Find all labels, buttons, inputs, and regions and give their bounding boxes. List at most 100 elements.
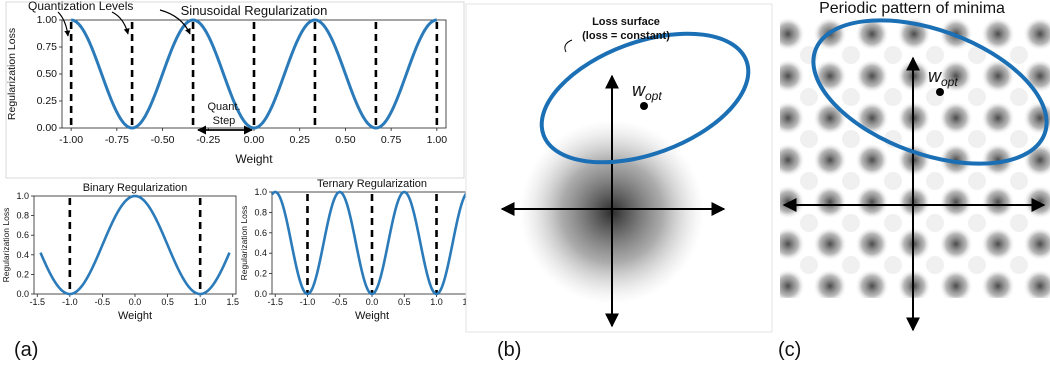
saddle-region — [968, 256, 986, 274]
saddle-region — [800, 214, 818, 232]
saddle-region — [800, 256, 818, 274]
saddle-region — [968, 130, 986, 148]
minimum-blob — [932, 304, 980, 352]
minimum-blob — [847, 261, 897, 298]
panel-label-b: (b) — [497, 339, 521, 361]
saddle-region — [1010, 88, 1028, 106]
saddle-region — [842, 88, 860, 106]
minimum-blob — [780, 93, 813, 143]
saddle-region — [800, 172, 818, 190]
minima-grid — [780, 18, 1050, 352]
minimum-blob — [973, 219, 1023, 269]
saddle-region — [800, 130, 818, 148]
y-tick-label: 0.0 — [254, 289, 267, 299]
saddle-region — [926, 298, 944, 316]
x-tick-label: 1.5 — [226, 297, 239, 307]
x-tick-label: 0.75 — [381, 134, 402, 146]
y-tick-label: 0.25 — [37, 95, 58, 107]
minimum-blob — [805, 135, 855, 185]
chart-title: Sinusoidal Regularization — [181, 3, 328, 18]
minimum-blob — [1016, 304, 1050, 352]
y-axis-label: Regularization Loss — [1, 208, 11, 283]
minimum-blob — [931, 135, 981, 185]
y-tick-label: 0.4 — [16, 250, 29, 260]
saddle-region — [884, 46, 902, 64]
regularization-curve — [270, 190, 474, 296]
saddle-region — [884, 88, 902, 106]
minimum-blob — [805, 51, 855, 101]
saddle-region — [968, 214, 986, 232]
x-tick-label: 0.00 — [244, 134, 265, 146]
saddle-region — [926, 256, 944, 274]
x-axis-label: Weight — [355, 310, 389, 322]
saddle-region — [926, 130, 944, 148]
y-tick-label: 0.4 — [254, 248, 267, 258]
x-tick-label: -0.5 — [332, 297, 348, 307]
saddle-region — [968, 172, 986, 190]
callout-leader — [564, 39, 573, 53]
saddle-region — [1010, 298, 1028, 316]
minimum-blob — [847, 135, 897, 185]
quantization-levels-arrows — [57, 9, 191, 37]
minimum-blob — [973, 18, 1023, 59]
saddle-region — [842, 298, 860, 316]
minimum-blob — [973, 93, 1023, 143]
minimum-blob — [806, 304, 854, 352]
y-tick-label: 0.50 — [37, 68, 58, 80]
saddle-region — [1010, 130, 1028, 148]
minimum-blob — [780, 51, 813, 101]
minimum-blob — [780, 135, 813, 185]
y-tick-label: 0.2 — [16, 269, 29, 279]
chart-title: Binary Regularization — [83, 182, 188, 194]
levels-arrow-3 — [159, 9, 191, 35]
y-tick-label: 1.0 — [254, 187, 267, 197]
minimum-blob — [805, 219, 855, 269]
regularization-curve — [39, 194, 231, 296]
panel-label-c: (c) — [778, 339, 801, 361]
y-axis-label: Regularization Loss — [239, 206, 249, 281]
saddle-region — [842, 46, 860, 64]
y-tick-label: 0.00 — [37, 122, 58, 134]
minimum-blob — [973, 135, 1023, 185]
quant-step-label-line1: Quant. — [207, 101, 240, 113]
saddle-region — [1010, 46, 1028, 64]
y-tick-label: 1.0 — [16, 191, 29, 201]
saddle-region — [926, 172, 944, 190]
y-tick-label: 1.00 — [37, 14, 58, 26]
x-tick-label: 0.5 — [161, 297, 174, 307]
chart-title: Ternary Regularization — [317, 178, 427, 190]
x-tick-label: 0.25 — [289, 134, 310, 146]
panel-c-title: Periodic pattern of minima — [819, 0, 1005, 17]
x-tick-label: -1.5 — [30, 297, 46, 307]
saddle-region — [842, 256, 860, 274]
saddle-region — [968, 88, 986, 106]
saddle-region — [1010, 172, 1028, 190]
saddle-region — [926, 46, 944, 64]
x-tick-label: -1.00 — [59, 134, 83, 146]
x-axis-label: Weight — [235, 152, 273, 166]
y-tick-label: 0.75 — [37, 41, 58, 53]
minimum-blob — [780, 219, 813, 269]
x-tick-label: 0.5 — [398, 297, 411, 307]
y-tick-label: 0.8 — [16, 211, 29, 221]
x-tick-label: -0.50 — [151, 134, 175, 146]
sinusoidal-chart: Sinusoidal Regularization -1.00 -0.75 -0.50… — [6, 3, 447, 166]
quant-step-label-line2: Step — [213, 115, 236, 127]
minimum-blob — [847, 51, 897, 101]
w-opt-label-c: wopt — [928, 66, 958, 89]
x-axis-label: Weight — [118, 310, 152, 322]
saddle-region — [800, 88, 818, 106]
saddle-region — [842, 214, 860, 232]
minimum-blob — [780, 261, 813, 298]
x-tick-label: -0.5 — [95, 297, 111, 307]
w-opt-label-b: wopt — [632, 80, 662, 103]
w-opt-point — [640, 102, 648, 110]
minimum-blob — [847, 219, 897, 269]
x-tick-label: 1.0 — [430, 297, 443, 307]
saddle-region — [884, 172, 902, 190]
saddle-region — [926, 214, 944, 232]
saddle-region — [842, 130, 860, 148]
minimum-blob — [847, 93, 897, 143]
loss-surface-callout-line1: Loss surface — [592, 16, 660, 28]
